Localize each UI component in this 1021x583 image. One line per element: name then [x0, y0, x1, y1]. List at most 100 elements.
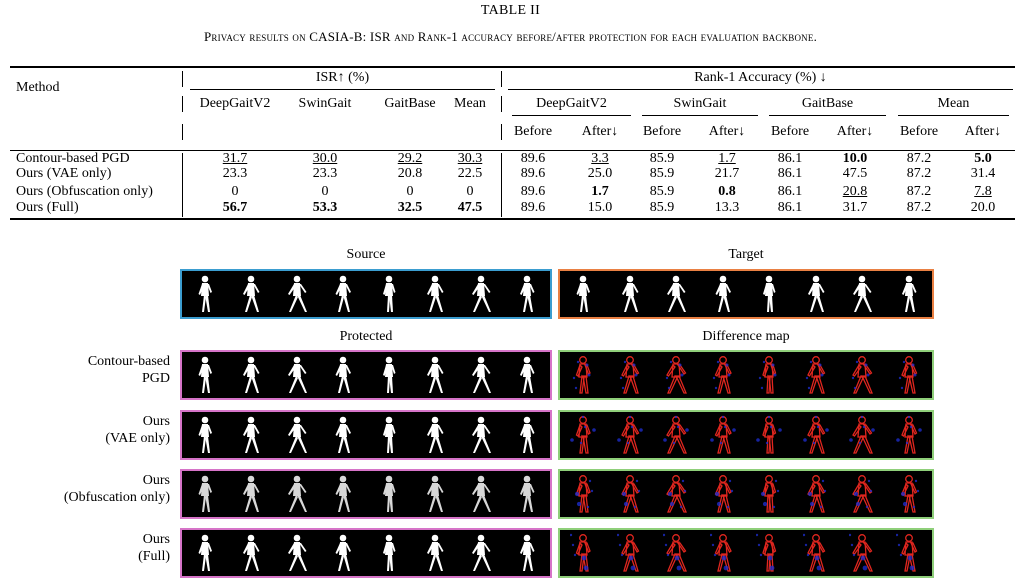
method-cell: Ours (VAE only): [16, 166, 112, 181]
silhouette-frame: [709, 533, 732, 572]
before-col-header: Before: [513, 124, 553, 139]
silhouette-frame: [895, 415, 922, 454]
rank1-value-cell: 87.2: [906, 184, 932, 199]
silhouette-frame: [667, 275, 687, 312]
figure-row-label-line1: Ours: [142, 532, 170, 547]
silhouette-frame: [243, 475, 260, 512]
silhouette-frame: [763, 275, 776, 312]
rank1-value-cell: 13.3: [714, 200, 740, 215]
isr-header: ISR↑ (%): [315, 70, 370, 85]
silhouette-frame: [288, 356, 307, 393]
isr-value-cell: 53.3: [312, 200, 338, 215]
before-col-header: Before: [770, 124, 810, 139]
rank1-value-cell: 86.1: [777, 200, 803, 215]
rank1-value-cell: 89.6: [520, 151, 546, 166]
silhouette-frame: [761, 475, 780, 513]
table-bottom-rule: [10, 218, 1015, 220]
figure-row-label: Ours (Obfuscation only): [30, 472, 170, 506]
method-cell: Contour-based PGD: [16, 151, 130, 166]
silhouette-frame: [472, 475, 491, 512]
isr-value-cell: 23.3: [222, 166, 248, 181]
figure-row-label-line2: (VAE only): [105, 431, 170, 446]
silhouette-frame: [575, 475, 594, 513]
silhouette-frame: [900, 475, 919, 513]
protected-title: Protected: [339, 329, 393, 344]
rank1-value-cell: 25.0: [587, 166, 613, 181]
silhouette-frame: [427, 475, 444, 512]
silhouette-frame: [712, 356, 732, 394]
figure-row-label-line2: PGD: [141, 371, 170, 386]
silhouette-frame: [805, 356, 826, 394]
isr-col-header: SwinGait: [298, 96, 352, 111]
silhouette-frame: [802, 533, 826, 572]
protected-strip: [180, 469, 552, 519]
before-col-header: Before: [899, 124, 939, 139]
silhouette-frame: [570, 415, 597, 454]
isr-col-header: GaitBase: [384, 96, 436, 111]
silhouette-frame: [288, 534, 307, 571]
rank1-value-cell: 85.9: [649, 151, 675, 166]
figure-row-label-line1: Ours: [142, 473, 170, 488]
silhouette-frame: [383, 356, 396, 393]
figure-row-label-line1: Ours: [142, 414, 170, 429]
silhouette-frame: [520, 356, 535, 393]
silhouette-frame: [243, 416, 260, 453]
rank1-value-cell: 85.9: [649, 200, 675, 215]
isr-value-cell: 30.3: [457, 151, 483, 166]
silhouette-frame: [335, 416, 351, 453]
rank1-value-cell: 86.1: [777, 184, 803, 199]
silhouette-frame: [666, 356, 688, 394]
silhouette-frame: [663, 415, 690, 454]
silhouette-frame: [427, 416, 444, 453]
silhouette-frame: [576, 275, 591, 312]
silhouette-frame: [383, 416, 396, 453]
silhouette-frame: [427, 356, 444, 393]
silhouette-frame: [709, 415, 736, 454]
silhouette-frame: [802, 415, 829, 454]
silhouette-frame: [288, 475, 307, 512]
method-cell: Ours (Full): [16, 200, 79, 215]
rank1-value-cell: 5.0: [974, 151, 992, 166]
rank1-value-cell: 15.0: [587, 200, 613, 215]
silhouette-frame: [759, 356, 777, 394]
isr-value-cell: 0: [406, 184, 414, 199]
silhouette-frame: [806, 475, 826, 513]
difference-map-title: Difference map: [702, 329, 790, 344]
rank1-group-header: GaitBase: [801, 96, 854, 111]
isr-value-cell: 0: [321, 184, 329, 199]
rank1-value-cell: 89.6: [520, 200, 546, 215]
privacy-results-table: Method ISR↑ (%) Rank-1 Accuracy (%) ↓ De…: [10, 66, 1015, 221]
rank1-value-cell: 87.2: [906, 200, 932, 215]
silhouette-frame: [715, 275, 731, 312]
silhouette-frame: [383, 534, 396, 571]
figure-row-label: Ours (Full): [30, 531, 170, 565]
isr-col-header: DeepGaitV2: [199, 96, 271, 111]
silhouette-frame: [756, 415, 783, 454]
figure-row-label: Ours (VAE only): [30, 413, 170, 447]
rank1-value-cell: 0.8: [718, 184, 736, 199]
silhouette-frame: [807, 275, 825, 312]
rank1-value-cell: 87.2: [906, 166, 932, 181]
silhouette-frame: [335, 275, 351, 312]
figure-row-label-line1: Contour-based: [87, 354, 170, 369]
silhouette-frame: [288, 416, 307, 453]
rank1-value-cell: 89.6: [520, 166, 546, 181]
isr-col-header: Mean: [454, 96, 486, 111]
rank1-value-cell: 86.1: [777, 151, 803, 166]
rank1-value-cell: 31.7: [842, 200, 868, 215]
silhouette-frame: [520, 416, 535, 453]
silhouette-frame: [852, 356, 874, 394]
rank1-value-cell: 3.3: [591, 151, 609, 166]
silhouette-frame: [198, 534, 212, 571]
silhouette-frame: [570, 533, 592, 572]
rank1-value-cell: 47.5: [842, 166, 868, 181]
rank1-value-cell: 1.7: [718, 151, 736, 166]
silhouette-frame: [243, 356, 260, 393]
difference-map-strip: [558, 410, 934, 460]
rank1-group-header: DeepGaitV2: [536, 96, 607, 111]
rank1-value-cell: 10.0: [842, 151, 868, 166]
silhouette-frame: [898, 356, 918, 394]
silhouette-frame: [895, 533, 918, 572]
silhouette-frame: [852, 475, 874, 513]
difference-map-strip: [558, 528, 934, 578]
